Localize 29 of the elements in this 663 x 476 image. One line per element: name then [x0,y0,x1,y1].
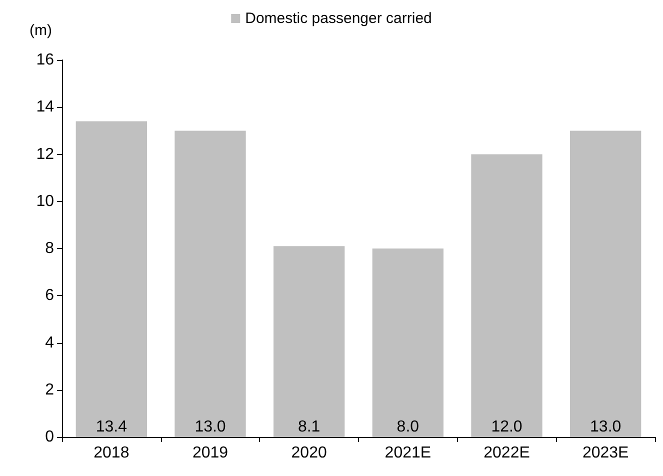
y-tick-label: 4 [45,334,54,352]
data-label: 13.0 [194,418,226,436]
x-tick-label: 2021E [384,444,432,462]
x-tick-label: 2020 [291,444,327,462]
bar [274,246,345,437]
x-tick-label: 2022E [484,444,530,462]
bar [76,121,147,437]
data-label: 8.0 [396,418,420,436]
data-label: 8.1 [298,418,320,436]
data-label: 12.0 [491,418,522,436]
y-tick-label: 2 [45,381,54,398]
bar [174,130,246,437]
y-tick-label: 8 [45,240,54,257]
x-tick-label: 2019 [192,444,228,462]
y-tick-label: 0 [45,428,54,446]
x-tick-label: 2018 [94,444,130,462]
y-tick-label: 16 [36,52,54,68]
y-tick-label: 14 [36,98,54,116]
data-label: 13.4 [96,418,128,436]
bar [471,154,542,437]
y-tick-label: 6 [45,287,54,304]
y-axis-title: (m) [30,22,52,39]
bar [570,130,642,437]
y-tick-label: 12 [36,146,54,163]
legend-label: Domestic passenger carried [245,10,432,27]
x-tick-label: 2023E [582,444,629,462]
y-tick-label: 10 [36,192,54,210]
bar [372,248,444,437]
data-label: 13.0 [590,418,622,436]
